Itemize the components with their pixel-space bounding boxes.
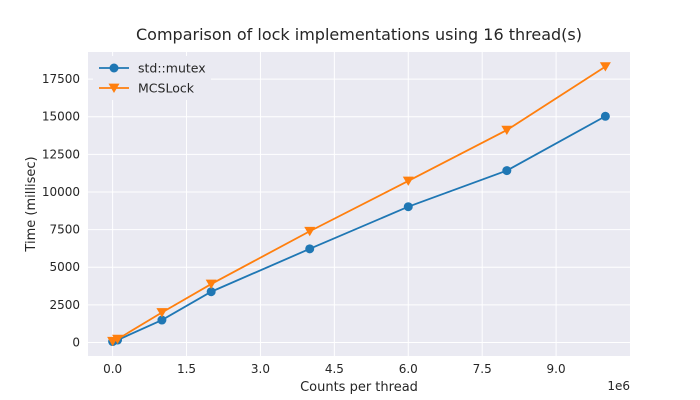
x-offset-label: 1e6 <box>607 379 630 393</box>
y-tick-label: 17500 <box>42 72 80 86</box>
data-point <box>305 244 315 254</box>
x-tick-label: 1.5 <box>177 362 196 376</box>
data-point <box>501 125 513 136</box>
data-point <box>600 111 610 121</box>
x-tick-label: 3.0 <box>251 362 270 376</box>
x-tick-label: 9.0 <box>547 362 566 376</box>
y-tick-label: 15000 <box>42 110 80 124</box>
data-point <box>502 166 512 176</box>
data-point <box>112 334 124 345</box>
data-point <box>304 226 316 237</box>
x-tick-label: 0.0 <box>103 362 122 376</box>
data-point <box>402 176 414 186</box>
y-tick-label: 5000 <box>49 260 80 274</box>
series-line <box>112 65 606 343</box>
y-axis-label: Time (millisec) <box>24 156 39 252</box>
legend-entry: MCSLock <box>99 81 195 96</box>
legend-box <box>93 56 211 100</box>
y-tick-label: 2500 <box>49 298 80 312</box>
data-point <box>403 202 413 212</box>
series-layer <box>107 62 611 347</box>
y-tick-label: 12500 <box>42 147 80 161</box>
series-std-mutex <box>108 111 610 347</box>
legend-label: std::mutex <box>138 61 206 76</box>
data-point <box>157 315 167 325</box>
x-tick-label: 4.5 <box>325 362 344 376</box>
series-line <box>112 115 606 343</box>
plot-background <box>88 52 630 356</box>
data-point <box>109 63 119 73</box>
y-tick-label: 7500 <box>49 223 80 237</box>
data-point <box>206 287 216 297</box>
data-point <box>599 62 611 72</box>
legend-label: MCSLock <box>138 81 195 96</box>
y-tick-label: 10000 <box>42 185 80 199</box>
y-tick-label: 0 <box>72 335 80 349</box>
data-point <box>205 279 217 290</box>
x-axis-label: Counts per thread <box>300 380 418 395</box>
legend-entry: std::mutex <box>99 61 206 76</box>
data-point <box>156 308 168 318</box>
tick-labels: 0.0 1.5 3.0 4.5 6.0 7.5 9.0 0 2500 5000 7500 10000 1… <box>42 72 566 376</box>
grid <box>88 52 630 356</box>
x-tick-label: 6.0 <box>399 362 418 376</box>
data-point <box>108 83 120 93</box>
x-tick-label: 7.5 <box>473 362 492 376</box>
series-mcslock <box>107 62 611 347</box>
chart-title: Comparison of lock implementations using… <box>136 25 582 44</box>
